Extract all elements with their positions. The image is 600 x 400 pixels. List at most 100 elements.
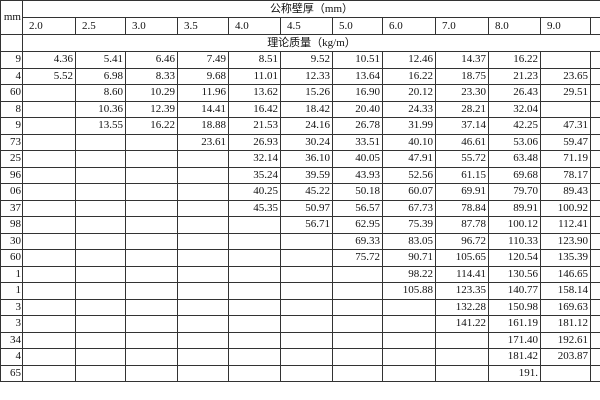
row-label: 3 <box>0 315 23 333</box>
data-row: 60 75.72 90.71 105.65 120.54 135.39 <box>0 249 600 267</box>
weight-cell: 53.06 <box>488 133 541 151</box>
weight-cell: 161.19 <box>488 315 541 333</box>
unit-row: 理论质量（kg/m） <box>0 34 600 52</box>
weight-cell: 7.49 <box>177 51 229 69</box>
blank <box>0 34 23 52</box>
data-row: 73 23.61 26.93 30.24 33.51 40.10 46.61 53.06 59.… <box>0 133 600 151</box>
weight-cell: 123.90 <box>540 232 591 250</box>
weight-cell <box>228 348 281 366</box>
weight-cell: 63.48 <box>488 150 541 168</box>
weight-cell: 135.39 <box>540 249 591 267</box>
weight-cell <box>125 298 178 316</box>
weight-cell: 43.93 <box>332 166 383 184</box>
weight-cell <box>280 348 333 366</box>
row-label: 9 <box>0 51 23 69</box>
weight-cell <box>22 364 76 382</box>
weight-cell: 59.47 <box>540 133 591 151</box>
weight-cell: 23.65 <box>540 67 591 85</box>
weight-cell: 90.71 <box>382 249 436 267</box>
weight-cell: 11.96 <box>177 84 229 102</box>
weight-cell: 55.72 <box>435 150 489 168</box>
blank <box>590 348 600 366</box>
weight-cell: 50.97 <box>280 199 333 217</box>
blank <box>590 282 600 300</box>
weight-cell <box>75 282 126 300</box>
weight-cell <box>382 364 436 382</box>
weight-cell <box>22 199 76 217</box>
weight-cell <box>540 364 591 382</box>
weight-cell <box>228 265 281 283</box>
weight-cell: 13.55 <box>75 117 126 135</box>
data-row: 30 69.33 83.05 96.72 110.33 123.90 <box>0 232 600 250</box>
thickness: 5.0 <box>332 17 383 35</box>
weight-cell <box>177 265 229 283</box>
weight-cell <box>280 265 333 283</box>
row-label: 37 <box>0 199 23 217</box>
blank <box>590 183 600 201</box>
weight-cell: 32.04 <box>488 100 541 118</box>
weight-cell: 45.22 <box>280 183 333 201</box>
row-label: 65 <box>0 364 23 382</box>
blank <box>590 133 600 151</box>
weight-cell: 10.51 <box>332 51 383 69</box>
data-row: 9 4.36 5.41 6.46 7.49 8.51 9.52 10.51 12.46 14.37… <box>0 51 600 69</box>
weight-table: mm 公称壁厚（mm） 2.0 2.5 3.0 3.5 4.0 4.5 5.0 6.0 7.0 8… <box>0 0 600 382</box>
weight-cell: 69.68 <box>488 166 541 184</box>
weight-cell: 12.33 <box>280 67 333 85</box>
weight-cell <box>540 51 591 69</box>
weight-cell <box>75 315 126 333</box>
row-label: 30 <box>0 232 23 250</box>
weight-cell <box>280 249 333 267</box>
weight-cell <box>332 298 383 316</box>
row-label: 9 <box>0 117 23 135</box>
blank <box>590 232 600 250</box>
weight-cell <box>125 315 178 333</box>
weight-cell: 9.68 <box>177 67 229 85</box>
weight-cell <box>332 282 383 300</box>
weight-cell: 16.90 <box>332 84 383 102</box>
table-body: mm 公称壁厚（mm） 2.0 2.5 3.0 3.5 4.0 4.5 5.0 6.0 7.0 8… <box>0 0 600 382</box>
thickness: 7.0 <box>435 17 489 35</box>
weight-cell: 75.39 <box>382 216 436 234</box>
weight-cell: 47.91 <box>382 150 436 168</box>
thickness: 9.0 <box>540 17 591 35</box>
weight-cell <box>280 232 333 250</box>
weight-cell: 14.37 <box>435 51 489 69</box>
weight-cell: 32.14 <box>228 150 281 168</box>
weight-cell <box>125 199 178 217</box>
thickness: 3.5 <box>177 17 229 35</box>
weight-cell <box>332 315 383 333</box>
weight-cell: 20.12 <box>382 84 436 102</box>
weight-cell <box>280 364 333 382</box>
weight-cell <box>22 216 76 234</box>
weight-cell: 78.84 <box>435 199 489 217</box>
weight-cell: 62.95 <box>332 216 383 234</box>
row-label: 06 <box>0 183 23 201</box>
data-row: 06 40.25 45.22 50.18 60.07 69.91 79.70 89.43 <box>0 183 600 201</box>
weight-cell: 11.01 <box>228 67 281 85</box>
weight-cell <box>125 216 178 234</box>
weight-cell: 12.39 <box>125 100 178 118</box>
weight-cell: 52.56 <box>382 166 436 184</box>
data-row: 60 8.60 10.29 11.96 13.62 15.26 16.90 20.12 23.3… <box>0 84 600 102</box>
weight-cell: 12.46 <box>382 51 436 69</box>
weight-cell: 89.91 <box>488 199 541 217</box>
weight-cell <box>382 331 436 349</box>
weight-cell <box>125 232 178 250</box>
blank <box>590 249 600 267</box>
weight-cell: 192.61 <box>540 331 591 349</box>
weight-cell <box>280 331 333 349</box>
weight-cell: 87.78 <box>435 216 489 234</box>
blank <box>590 84 600 102</box>
weight-cell: 36.10 <box>280 150 333 168</box>
weight-cell <box>75 150 126 168</box>
weight-cell <box>75 364 126 382</box>
weight-cell <box>125 249 178 267</box>
row-label: 1 <box>0 282 23 300</box>
weight-cell: 23.30 <box>435 84 489 102</box>
weight-cell <box>75 199 126 217</box>
weight-cell: 15.26 <box>280 84 333 102</box>
data-row: 9 13.55 16.22 18.88 21.53 24.16 26.78 31.99 37.1… <box>0 117 600 135</box>
weight-cell: 105.65 <box>435 249 489 267</box>
weight-cell <box>22 265 76 283</box>
